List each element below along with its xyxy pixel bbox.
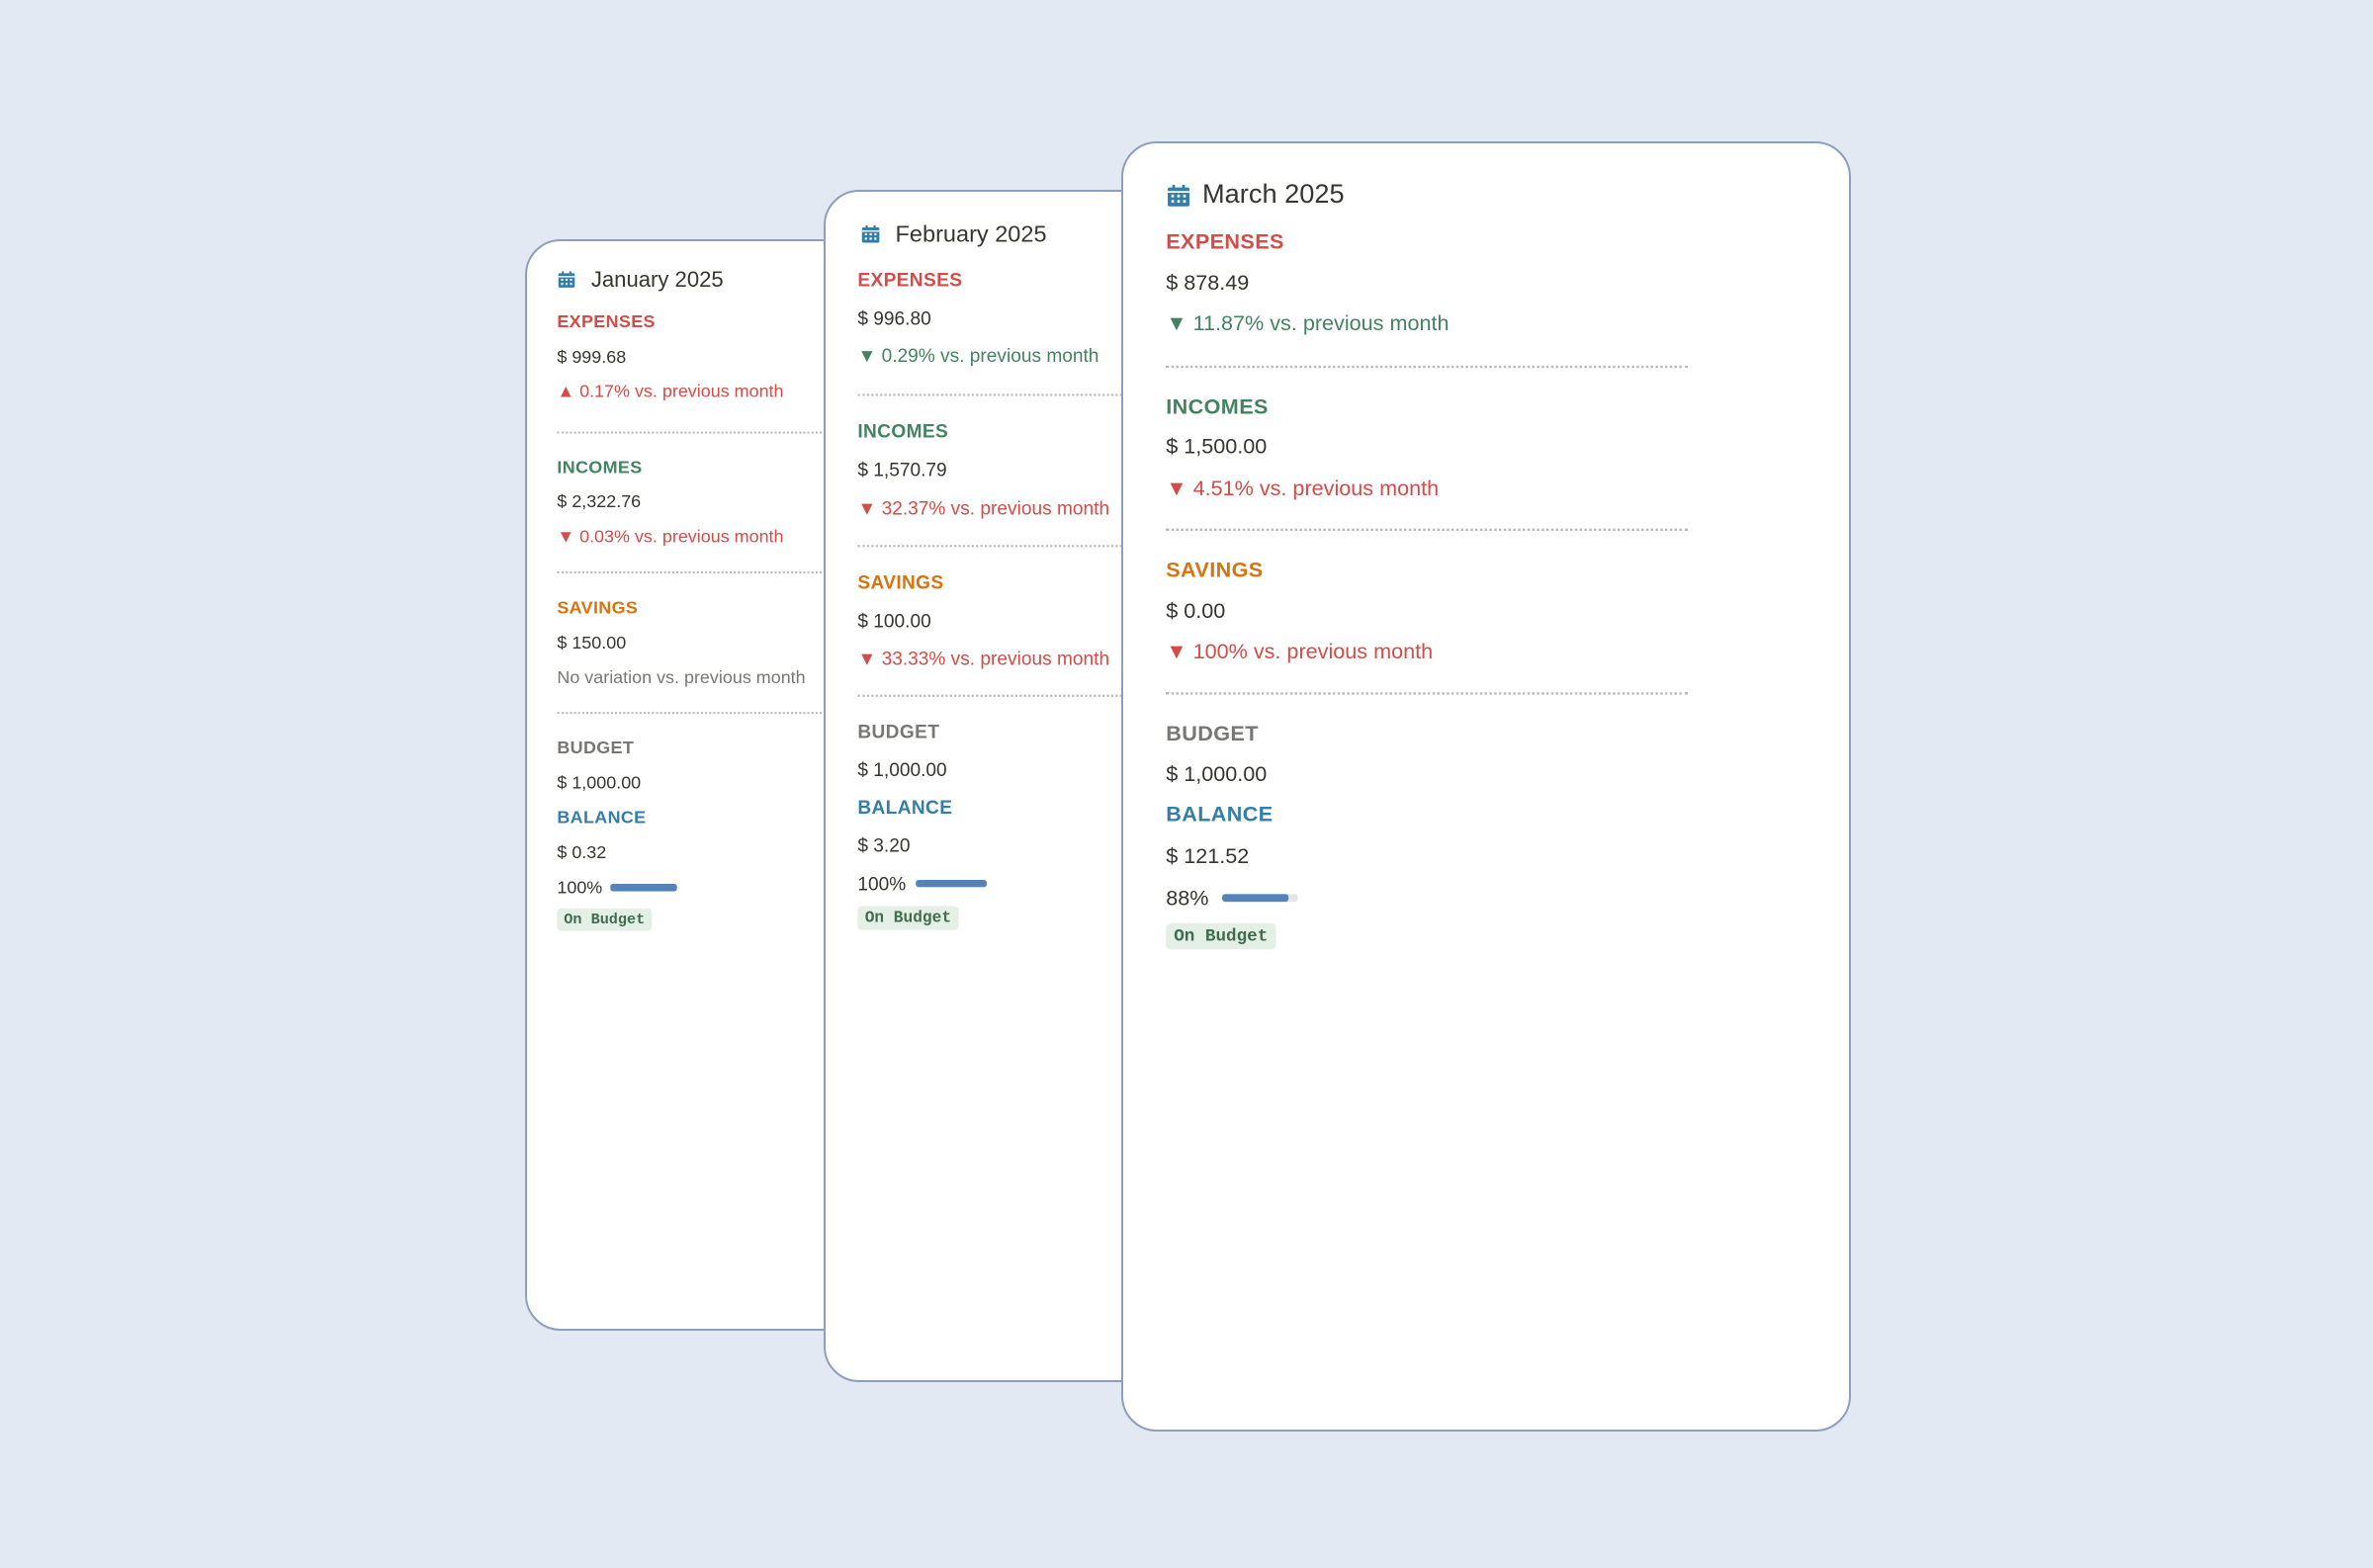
budget-amount: $ 1,000.00 xyxy=(557,771,642,793)
month-card-march[interactable]: March 2025 EXPENSES $ 878.49 ▼ 11.87% vs… xyxy=(1121,141,1851,1432)
incomes-change: ▼ 32.37% vs. previous month xyxy=(857,496,1110,519)
savings-amount: $ 100.00 xyxy=(857,609,931,632)
divider xyxy=(557,570,919,574)
budget-usage-bar xyxy=(610,883,677,892)
budget-usage-bar-fill xyxy=(610,883,677,892)
balance-amount: $ 0.32 xyxy=(557,841,607,862)
balance-label: BALANCE xyxy=(1166,802,1274,827)
divider xyxy=(857,694,1217,697)
expenses-change: ▼ 0.29% vs. previous month xyxy=(857,344,1099,367)
incomes-amount: $ 1,500.00 xyxy=(1166,434,1268,459)
divider xyxy=(1166,528,1689,531)
calendar-icon xyxy=(1168,184,1189,207)
savings-label: SAVINGS xyxy=(557,597,639,618)
balance-amount: $ 3.20 xyxy=(857,833,911,856)
balance-amount: $ 121.52 xyxy=(1166,843,1250,868)
budget-usage-bar xyxy=(916,880,988,888)
card-title: March 2025 xyxy=(1202,179,1345,210)
status-badge: On Budget xyxy=(1166,922,1276,950)
savings-change: ▼ 33.33% vs. previous month xyxy=(857,647,1110,669)
expenses-amount: $ 878.49 xyxy=(1166,270,1250,295)
divider xyxy=(1166,692,1689,695)
status-badge: On Budget xyxy=(557,908,653,931)
divider xyxy=(557,712,919,715)
budget-usage-percent: 88% xyxy=(1166,886,1209,911)
incomes-label: INCOMES xyxy=(557,457,643,478)
budget-usage-bar xyxy=(1222,894,1298,903)
budget-usage-bar-fill xyxy=(916,880,988,888)
budget-label: BUDGET xyxy=(1166,721,1259,745)
savings-label: SAVINGS xyxy=(1166,558,1264,582)
savings-amount: $ 150.00 xyxy=(557,632,627,653)
savings-change: No variation vs. previous month xyxy=(557,666,806,688)
budget-usage-bar-fill xyxy=(1222,894,1289,903)
savings-amount: $ 0.00 xyxy=(1166,598,1226,623)
savings-change: ▼ 100% vs. previous month xyxy=(1166,639,1434,663)
expenses-label: EXPENSES xyxy=(557,310,656,332)
expenses-label: EXPENSES xyxy=(1166,229,1284,254)
calendar-icon xyxy=(558,271,575,288)
budget-amount: $ 1,000.00 xyxy=(857,758,947,781)
calendar-icon xyxy=(861,224,880,243)
incomes-label: INCOMES xyxy=(1166,394,1269,419)
expenses-amount: $ 999.68 xyxy=(557,346,627,367)
incomes-label: INCOMES xyxy=(857,419,949,442)
budget-usage-percent: 100% xyxy=(557,877,603,898)
budget-label: BUDGET xyxy=(857,721,940,743)
expenses-change: ▲ 0.17% vs. previous month xyxy=(557,380,784,401)
budget-usage-percent: 100% xyxy=(857,872,907,895)
budget-amount: $ 1,000.00 xyxy=(1166,761,1268,786)
savings-label: SAVINGS xyxy=(857,570,944,593)
divider xyxy=(1166,365,1689,369)
divider xyxy=(557,431,919,434)
divider xyxy=(857,545,1217,548)
expenses-amount: $ 996.80 xyxy=(857,306,931,329)
balance-label: BALANCE xyxy=(557,807,647,828)
incomes-change: ▼ 4.51% vs. previous month xyxy=(1166,476,1440,500)
status-badge: On Budget xyxy=(857,906,959,930)
incomes-amount: $ 1,570.79 xyxy=(857,458,947,480)
balance-label: BALANCE xyxy=(857,796,953,819)
card-title: February 2025 xyxy=(895,220,1047,247)
divider xyxy=(857,393,1217,396)
budget-label: BUDGET xyxy=(557,737,635,758)
expenses-label: EXPENSES xyxy=(857,268,963,291)
incomes-amount: $ 2,322.76 xyxy=(557,490,642,512)
expenses-change: ▼ 11.87% vs. previous month xyxy=(1166,310,1450,335)
card-title: January 2025 xyxy=(590,267,724,293)
incomes-change: ▼ 0.03% vs. previous month xyxy=(557,525,784,547)
